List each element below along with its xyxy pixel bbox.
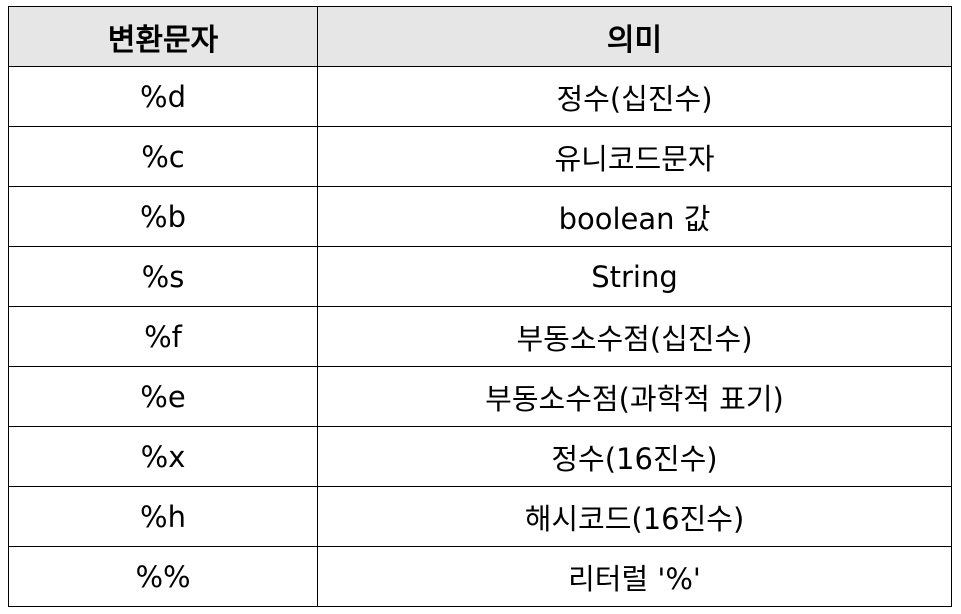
- conversion-char-cell: %h: [8, 486, 318, 547]
- conversion-char-cell: %s: [8, 246, 318, 307]
- conversion-char-cell: %e: [8, 366, 318, 427]
- meaning-cell: 정수(십진수): [317, 66, 952, 127]
- meaning-cell: 해시코드(16진수): [317, 486, 952, 547]
- table-row: %d 정수(십진수): [8, 66, 952, 127]
- conversion-char-cell: %f: [8, 306, 318, 367]
- conversion-char-cell: %d: [8, 66, 318, 127]
- header-meaning: 의미: [317, 6, 952, 67]
- table-row: %e 부동소수점(과학적 표기): [8, 366, 952, 427]
- meaning-cell: 리터럴 '%': [317, 546, 952, 607]
- meaning-cell: 유니코드문자: [317, 126, 952, 187]
- table-row: %s String: [8, 246, 952, 307]
- table-row: %% 리터럴 '%': [8, 546, 952, 607]
- header-conversion-char: 변환문자: [8, 6, 318, 67]
- meaning-cell: boolean 값: [317, 186, 952, 247]
- meaning-cell: 부동소수점(과학적 표기): [317, 366, 952, 427]
- meaning-cell: String: [317, 246, 952, 307]
- table-body: %d 정수(십진수) %c 유니코드문자 %b boolean 값 %s Str…: [8, 66, 952, 607]
- conversion-char-cell: %x: [8, 426, 318, 487]
- table-row: %c 유니코드문자: [8, 126, 952, 187]
- meaning-cell: 부동소수점(십진수): [317, 306, 952, 367]
- table-header: 변환문자 의미: [8, 6, 952, 67]
- table-row: %f 부동소수점(십진수): [8, 306, 952, 367]
- table-row: %h 해시코드(16진수): [8, 486, 952, 547]
- table-row: %b boolean 값: [8, 186, 952, 247]
- header-row: 변환문자 의미: [8, 6, 952, 67]
- conversion-char-cell: %c: [8, 126, 318, 187]
- format-specifier-table: 변환문자 의미 %d 정수(십진수) %c 유니코드문자 %b boolean …: [8, 6, 952, 607]
- conversion-char-cell: %%: [8, 546, 318, 607]
- conversion-char-cell: %b: [8, 186, 318, 247]
- meaning-cell: 정수(16진수): [317, 426, 952, 487]
- table-row: %x 정수(16진수): [8, 426, 952, 487]
